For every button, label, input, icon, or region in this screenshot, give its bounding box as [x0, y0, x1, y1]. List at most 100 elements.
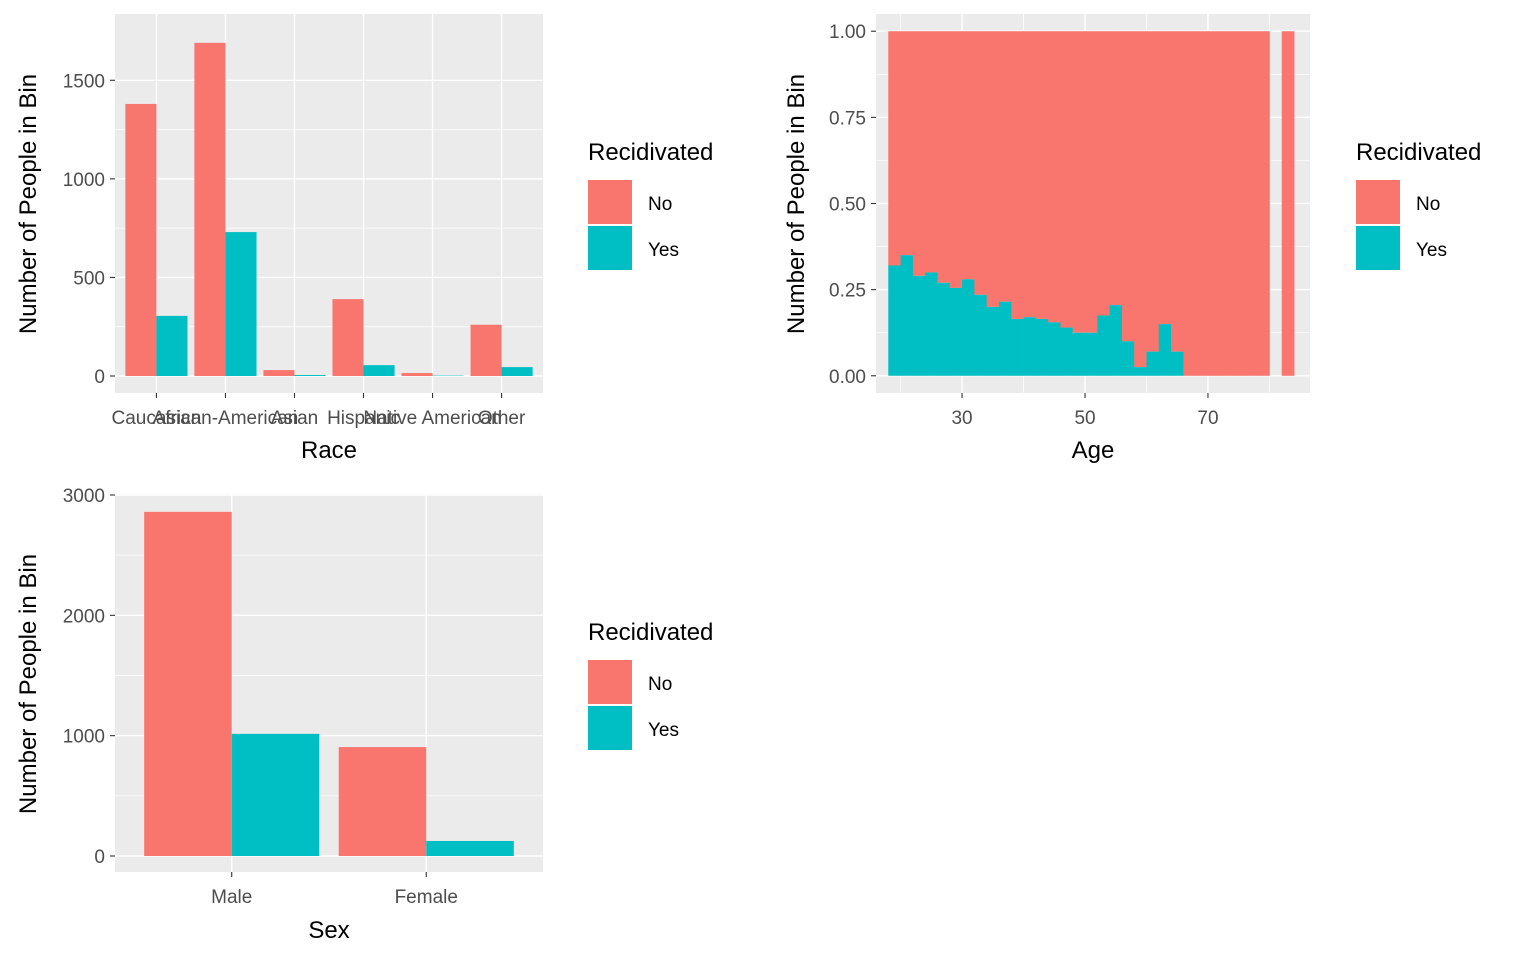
x-tick-label: Male: [211, 887, 252, 908]
bar-yes-male: [232, 734, 320, 856]
y-tick-label: 3000: [63, 486, 105, 507]
race-legend-key-no: [588, 180, 632, 224]
race-legend-title: Recidivated: [588, 139, 713, 166]
bin-yes-age-49: [1073, 333, 1086, 376]
sex-legend-label-no: No: [648, 674, 672, 695]
age-legend-label-yes: Yes: [1416, 240, 1447, 261]
bin-yes-age-61: [1146, 352, 1159, 376]
bin-no-age-55: [1110, 31, 1123, 305]
bin-no-age-65: [1171, 31, 1184, 351]
bar-yes-asian: [294, 375, 325, 376]
bin-yes-age-59: [1134, 367, 1147, 376]
x-tick-label: 30: [951, 408, 972, 429]
bin-no-age-37: [999, 31, 1012, 301]
race-x-axis-title: Race: [301, 437, 357, 464]
bar-no-other: [471, 325, 502, 376]
y-tick-label: 1500: [63, 71, 105, 92]
bar-no-native-american: [401, 373, 432, 376]
bin-no-age-61: [1146, 31, 1159, 351]
bin-yes-age-63: [1159, 324, 1172, 376]
race-legend-label-yes: Yes: [648, 240, 679, 261]
bin-no-age-21: [901, 31, 914, 255]
bin-yes-age-55: [1110, 305, 1123, 376]
age-y-axis: 0.000.250.500.751.00: [829, 22, 876, 388]
age-x-axis: 30 50 70: [951, 393, 1218, 429]
bin-yes-age-27: [937, 283, 950, 376]
y-tick-label: 0: [94, 847, 105, 868]
x-tick-label: 50: [1074, 408, 1095, 429]
x-tick-label: 70: [1197, 408, 1218, 429]
bin-yes-age-33: [974, 295, 987, 376]
bar-no-hispanic: [332, 299, 363, 376]
race-legend: Recidivated No Yes: [588, 139, 713, 270]
y-tick-label: 0.00: [829, 367, 866, 388]
age-legend-title: Recidivated: [1356, 139, 1481, 166]
bin-no-age-23: [913, 31, 926, 276]
bin-no-age-39: [1011, 31, 1024, 319]
bin-yes-age-31: [962, 279, 975, 375]
sex-legend-key-yes: [588, 706, 632, 750]
bin-no-age-31: [962, 31, 975, 279]
age-bars: [888, 31, 1294, 376]
age-legend-key-yes: [1356, 226, 1400, 270]
bar-yes-african-american: [225, 232, 256, 376]
bin-yes-age-39: [1011, 319, 1024, 376]
bin-no-age-63: [1159, 31, 1172, 324]
bin-yes-age-35: [987, 307, 1000, 376]
bin-yes-age-53: [1097, 315, 1110, 375]
bin-yes-age-23: [913, 276, 926, 376]
y-tick-label: 500: [73, 268, 105, 289]
bin-no-age-57: [1122, 31, 1135, 341]
bar-no-female: [339, 747, 427, 856]
sex-legend: Recidivated No Yes: [588, 619, 713, 750]
bin-yes-age-57: [1122, 341, 1135, 375]
y-tick-label: 1000: [63, 170, 105, 191]
bin-no-age-45: [1048, 31, 1061, 322]
bar-no-male: [144, 512, 232, 856]
bin-yes-age-29: [950, 288, 963, 376]
bin-yes-age-37: [999, 302, 1012, 376]
bin-no-age-33: [974, 31, 987, 295]
sex-y-axis-title: Number of People in Bin: [15, 554, 42, 814]
bin-no-age-25: [925, 31, 938, 272]
age-legend-key-no: [1356, 180, 1400, 224]
bin-yes-age-51: [1085, 333, 1098, 376]
bin-no-age-71: [1208, 31, 1221, 376]
bin-yes-age-41: [1024, 317, 1037, 376]
sex-legend-label-yes: Yes: [648, 720, 679, 741]
race-legend-label-no: No: [648, 194, 672, 215]
bin-no-age-41: [1024, 31, 1037, 317]
race-y-axis-title: Number of People in Bin: [15, 74, 42, 334]
bar-yes-hispanic: [364, 365, 395, 376]
bin-yes-age-25: [925, 272, 938, 375]
x-tick-label: Female: [395, 887, 458, 908]
bar-yes-caucasian: [156, 316, 187, 376]
bin-no-age-27: [937, 31, 950, 283]
bin-yes-age-21: [901, 255, 914, 376]
x-tick-label: Asian: [271, 408, 319, 429]
sex-x-axis-title: Sex: [308, 917, 349, 944]
bin-yes-age-43: [1036, 319, 1049, 376]
bin-no-age-35: [987, 31, 1000, 307]
bin-yes-age-19: [888, 266, 901, 376]
bar-yes-female: [426, 841, 514, 856]
bin-no-age-77: [1245, 31, 1258, 376]
age-legend: Recidivated No Yes: [1356, 139, 1481, 270]
bin-no-age-73: [1220, 31, 1233, 376]
age-y-axis-title: Number of People in Bin: [783, 74, 810, 334]
sex-legend-title: Recidivated: [588, 619, 713, 646]
bin-no-age-29: [950, 31, 963, 288]
sex-x-axis: Male Female: [211, 872, 458, 908]
bin-yes-age-45: [1048, 322, 1061, 375]
bin-no-age-79: [1257, 31, 1270, 376]
y-tick-label: 0.50: [829, 195, 866, 216]
race-legend-key-yes: [588, 226, 632, 270]
bin-no-age-83: [1282, 31, 1295, 376]
bin-no-age-47: [1060, 31, 1073, 327]
y-tick-label: 1.00: [829, 22, 866, 43]
